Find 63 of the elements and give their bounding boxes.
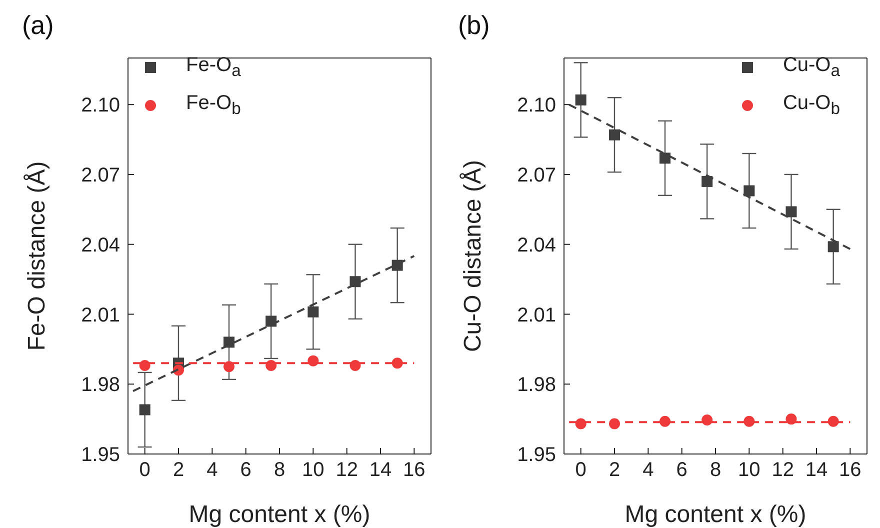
point xyxy=(575,94,586,106)
x-tick-label: 0 xyxy=(575,459,586,482)
point xyxy=(609,129,620,140)
point xyxy=(266,316,277,327)
point xyxy=(660,416,670,427)
point xyxy=(224,336,234,348)
point xyxy=(702,176,713,187)
point xyxy=(139,360,150,371)
x-tick-label: 12 xyxy=(336,459,358,482)
y-tick-label: 1.98 xyxy=(517,374,556,396)
y-tick-label: 2.10 xyxy=(81,94,120,117)
point xyxy=(702,414,713,426)
point xyxy=(224,361,234,372)
y-tick-label: 1.98 xyxy=(81,374,120,396)
x-tick-label: 8 xyxy=(274,459,286,482)
x-axis-title: Mg content x (%) xyxy=(188,501,370,528)
y-tick-label: 2.07 xyxy=(81,164,120,187)
y-tick-label: 2.04 xyxy=(517,234,556,256)
x-tick-label: 10 xyxy=(302,459,324,482)
point xyxy=(575,418,586,430)
x-tick-label: 8 xyxy=(710,459,722,482)
x-tick-label: 4 xyxy=(206,459,218,482)
point xyxy=(308,355,319,366)
y-tick-label: 1.95 xyxy=(81,444,120,466)
y-tick-label: 1.95 xyxy=(517,444,556,466)
x-axis-title: Mg content x (%) xyxy=(624,501,806,528)
point xyxy=(660,152,670,164)
y-tick-label: 2.10 xyxy=(517,94,556,117)
x-tick-label: 14 xyxy=(369,459,392,482)
x-tick-label: 6 xyxy=(240,459,252,482)
point xyxy=(350,276,361,288)
y-tick-label: 2.04 xyxy=(81,234,120,256)
point xyxy=(139,404,150,416)
x-tick-label: 16 xyxy=(839,459,862,482)
x-tick-label: 16 xyxy=(403,459,426,482)
y-axis-title: Fe-O distance (Å) xyxy=(24,161,51,351)
point xyxy=(308,306,319,318)
legend-label: Fe-O$_{b}$ xyxy=(186,92,241,118)
x-tick-label: 10 xyxy=(738,459,760,482)
x-tick-label: 2 xyxy=(172,459,184,482)
point xyxy=(350,360,361,371)
point xyxy=(786,414,797,425)
x-tick-label: 4 xyxy=(642,459,654,482)
y-axis-title: Cu-O distance (Å) xyxy=(460,160,487,352)
x-tick-label: 14 xyxy=(805,459,828,482)
legend-label: Cu-O$_{b}$ xyxy=(782,92,840,118)
point xyxy=(266,360,277,371)
point xyxy=(828,416,839,427)
x-tick-label: 2 xyxy=(608,459,620,482)
x-tick-label: 12 xyxy=(772,459,794,482)
point xyxy=(828,241,839,252)
point xyxy=(392,260,403,271)
chart-title: (a) xyxy=(22,10,54,41)
y-tick-label: 2.07 xyxy=(517,164,556,187)
point xyxy=(744,185,755,196)
point xyxy=(392,358,403,369)
point xyxy=(786,206,797,218)
x-tick-label: 6 xyxy=(676,459,688,482)
y-tick-label: 2.01 xyxy=(81,304,120,326)
x-tick-label: 0 xyxy=(139,459,150,482)
y-tick-label: 2.01 xyxy=(517,304,556,326)
point xyxy=(744,416,755,427)
chart-title: (b) xyxy=(458,10,490,41)
